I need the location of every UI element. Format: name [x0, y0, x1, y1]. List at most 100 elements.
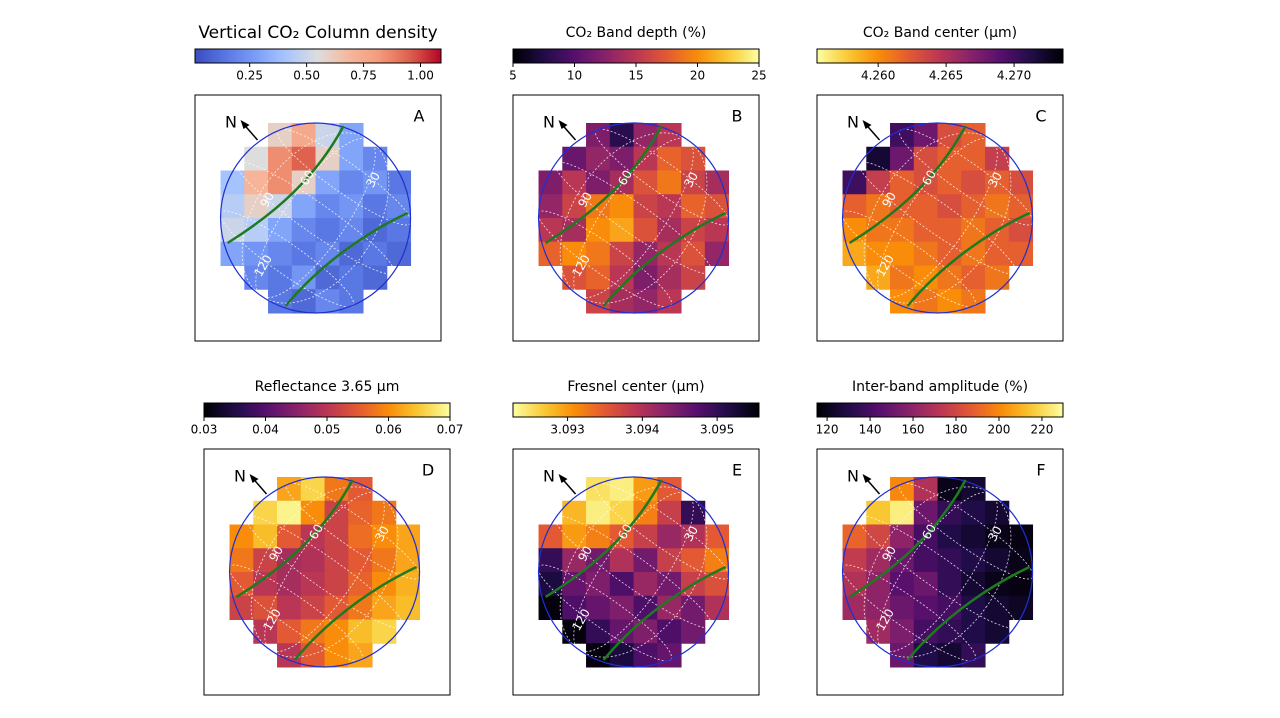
colorbar	[194, 48, 442, 64]
map-cell	[586, 170, 611, 195]
terminator-curve	[544, 125, 663, 245]
meridian-label: 30	[372, 524, 392, 544]
map-cell	[324, 548, 349, 573]
colorbar-title: Reflectance 3.65 μm	[255, 379, 400, 395]
colorbar	[203, 402, 451, 418]
terminator-curve	[293, 565, 418, 661]
map-cell	[244, 170, 269, 195]
map-cell	[985, 500, 1010, 525]
map-cell	[315, 123, 340, 148]
map-cell	[372, 619, 397, 644]
meridian-label: 90	[575, 190, 595, 210]
map-cell	[633, 241, 658, 266]
map-cell	[842, 218, 867, 243]
map-cell	[300, 500, 326, 525]
map-cell	[253, 548, 278, 573]
map-cell	[609, 500, 635, 525]
map-cell	[937, 123, 962, 148]
map-cell	[277, 500, 302, 525]
map-cell	[633, 123, 658, 148]
map-cell	[937, 619, 962, 644]
colorbar-tick-label: 0.75	[350, 69, 377, 83]
map-cell	[586, 572, 611, 597]
colorbar-tick-label: 220	[1030, 423, 1053, 437]
map-cell	[961, 500, 986, 525]
map-cell	[324, 595, 349, 620]
map-cell	[609, 194, 635, 219]
map-cell	[633, 289, 658, 314]
map-cell	[315, 194, 340, 219]
map-cell	[913, 477, 939, 502]
panel-letter: A	[414, 107, 425, 126]
map-cell	[395, 524, 421, 549]
map-cell	[562, 524, 587, 549]
map-cell	[913, 548, 939, 573]
map-cell	[937, 524, 962, 549]
map-cell	[348, 500, 373, 525]
map-cell	[866, 194, 891, 219]
meridian-label: 60	[615, 522, 635, 542]
map-cell	[681, 619, 706, 644]
map-cell	[937, 548, 962, 573]
terminator-curve	[848, 125, 967, 245]
map-cell	[633, 170, 658, 195]
colorbar-tick-label: 4.270	[997, 69, 1031, 83]
map-cell	[985, 595, 1010, 620]
map-cell	[985, 146, 1010, 171]
map-cell	[268, 170, 293, 195]
terminator-curve	[284, 211, 409, 307]
map-cell	[937, 595, 962, 620]
map-cell	[244, 146, 269, 171]
map-cell	[609, 123, 635, 148]
north-arrowhead	[240, 120, 250, 129]
colorbar-title: CO₂ Band depth (%)	[566, 25, 707, 41]
map-cell	[937, 241, 962, 266]
map-cell	[609, 477, 635, 502]
map-cell	[985, 265, 1010, 290]
north-label: N	[234, 467, 246, 486]
map-cell	[244, 241, 269, 266]
colorbar-title: Fresnel center (μm)	[567, 379, 704, 395]
disk-outline	[219, 122, 412, 314]
map-cell	[681, 146, 706, 171]
map-cell	[339, 194, 364, 219]
map-cell	[538, 572, 563, 597]
colorbar	[512, 48, 760, 64]
map-cell	[562, 500, 587, 525]
disk-outline	[537, 476, 730, 668]
north-arrowhead	[862, 474, 872, 483]
map-cell	[890, 170, 915, 195]
meridian-label: 30	[681, 170, 701, 190]
map-cell	[913, 123, 939, 148]
map-cell	[609, 241, 635, 266]
meridian-label: 30	[363, 170, 383, 190]
colorbar-tick-label: 20	[690, 69, 705, 83]
north-arrowhead	[558, 474, 568, 483]
map-cell	[324, 477, 349, 502]
map-cell	[363, 241, 388, 266]
map-cell	[985, 170, 1010, 195]
map-cell	[268, 241, 293, 266]
map-cell	[657, 146, 682, 171]
colorbar-tick-label: 25	[751, 69, 766, 83]
map-cell	[348, 524, 373, 549]
map-cell	[324, 524, 349, 549]
map-cell	[890, 572, 915, 597]
panel-letter: E	[732, 461, 742, 480]
meridian-label: 90	[266, 544, 286, 564]
map-cell	[937, 477, 962, 502]
map-cell	[866, 241, 891, 266]
map-cell	[291, 123, 317, 148]
colorbar-tick-label: 140	[859, 423, 882, 437]
terminator-curve	[848, 479, 967, 599]
panel-letter: D	[422, 461, 434, 480]
colorbar-tick-label: 0.03	[191, 423, 218, 437]
map-cell	[562, 194, 587, 219]
map-cell	[586, 146, 611, 171]
panel-letter: F	[1036, 461, 1045, 480]
map-cell	[937, 170, 962, 195]
north-label: N	[847, 467, 859, 486]
map-cell	[268, 265, 293, 290]
map-cell	[913, 241, 939, 266]
map-cell	[633, 643, 658, 668]
